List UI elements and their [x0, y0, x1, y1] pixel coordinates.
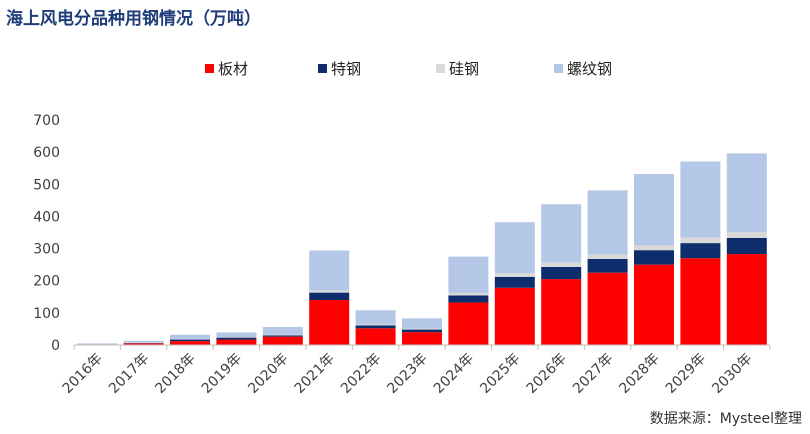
chart-title: 海上风电分品种用钢情况（万吨）	[6, 9, 261, 29]
bar-segment	[216, 332, 257, 337]
x-tick-label: 2020年	[245, 351, 291, 397]
x-tick-label: 2023年	[384, 351, 430, 397]
legend-label: 特钢	[331, 60, 361, 78]
bar-segment	[216, 336, 257, 338]
bar-segment	[587, 254, 628, 259]
y-tick-label: 400	[33, 209, 60, 225]
bar-segment	[448, 295, 489, 303]
legend: 板材 特钢 硅钢 螺纹钢	[205, 60, 612, 78]
x-tick-label: 2026年	[524, 351, 570, 397]
x-tick-label: 2018年	[152, 351, 198, 397]
bar-segment	[726, 232, 767, 238]
bar-segment	[170, 334, 210, 339]
bar-segment	[726, 254, 767, 345]
bar-segment	[355, 310, 396, 325]
x-tick-label: 2024年	[431, 351, 477, 397]
bar-segment	[402, 318, 442, 329]
bar-segment	[355, 328, 396, 345]
bar-segment	[262, 336, 303, 345]
bar-segment	[587, 190, 628, 255]
bar-segment	[680, 243, 721, 259]
bar-segment	[494, 287, 535, 345]
bars	[77, 153, 767, 345]
bar-segment	[309, 292, 350, 300]
bar-segment	[726, 237, 767, 255]
x-tick-label: 2028年	[616, 351, 662, 397]
bar-segment	[77, 343, 118, 345]
y-tick-label: 700	[33, 113, 60, 129]
x-tick-label: 2021年	[292, 351, 338, 397]
legend-swatch	[436, 64, 445, 73]
legend-label: 板材	[218, 60, 248, 78]
bar-segment	[402, 328, 442, 330]
y-tick-label: 500	[33, 177, 60, 193]
bar-segment	[587, 258, 628, 273]
y-axis: 0 100 200 300 400 500 600 700	[33, 113, 60, 354]
y-tick-label: 600	[33, 145, 60, 161]
bar-segment	[309, 250, 350, 291]
bar-segment	[494, 222, 535, 273]
bar-segment	[634, 245, 674, 251]
legend-swatch	[554, 64, 563, 73]
bar-segment	[123, 340, 164, 343]
bar-segment	[587, 272, 628, 345]
bar-segment	[448, 256, 489, 293]
bar-segment	[216, 337, 257, 340]
bar-segment	[448, 302, 489, 345]
bar-segment	[170, 339, 210, 342]
bar-segment	[726, 153, 767, 233]
bar-segment	[541, 262, 582, 267]
bar-segment	[355, 324, 396, 326]
bar-segment	[170, 341, 210, 345]
bar-segment	[402, 332, 442, 345]
y-tick-label: 200	[33, 274, 60, 290]
bar-segment	[634, 250, 674, 265]
bar-segment	[541, 279, 582, 345]
legend-swatch	[205, 64, 214, 73]
x-tick-label: 2016年	[60, 351, 106, 397]
x-tick-label: 2025年	[477, 351, 523, 397]
legend-swatch	[318, 64, 327, 73]
x-tick-label: 2019年	[199, 351, 245, 397]
x-axis: 2016年 2017年 2018年 2019年 2020年 2021年 2022年 2023年…	[60, 344, 771, 397]
bar-segment	[541, 204, 582, 263]
bar-segment	[262, 327, 303, 335]
bar-segment	[309, 290, 350, 293]
legend-label: 螺纹钢	[567, 60, 612, 78]
bar-segment	[448, 292, 489, 296]
bar-segment	[634, 264, 674, 345]
bar-segment	[634, 174, 674, 246]
y-tick-label: 0	[51, 338, 60, 354]
x-tick-label: 2030年	[709, 351, 755, 397]
source-note: 数据来源：Mysteel整理	[649, 411, 802, 427]
bar-segment	[494, 273, 535, 277]
y-tick-label: 100	[33, 306, 60, 322]
bar-segment	[262, 334, 303, 336]
bar-segment	[541, 266, 582, 280]
legend-label: 硅钢	[449, 60, 479, 78]
x-tick-label: 2027年	[570, 351, 616, 397]
bar-segment	[680, 258, 721, 345]
bar-segment	[262, 335, 303, 337]
bar-segment	[309, 300, 350, 345]
bar-segment	[494, 276, 535, 288]
bar-segment	[216, 339, 257, 345]
x-tick-label: 2017年	[106, 351, 152, 397]
bar-segment	[680, 237, 721, 244]
bar-segment	[355, 325, 396, 329]
bar-segment	[402, 329, 442, 333]
x-tick-label: 2029年	[663, 351, 709, 397]
bar-segment	[170, 338, 210, 340]
bar-segment	[680, 161, 721, 238]
bar-segment	[123, 343, 164, 345]
y-tick-label: 300	[33, 242, 60, 258]
x-tick-label: 2022年	[338, 351, 384, 397]
